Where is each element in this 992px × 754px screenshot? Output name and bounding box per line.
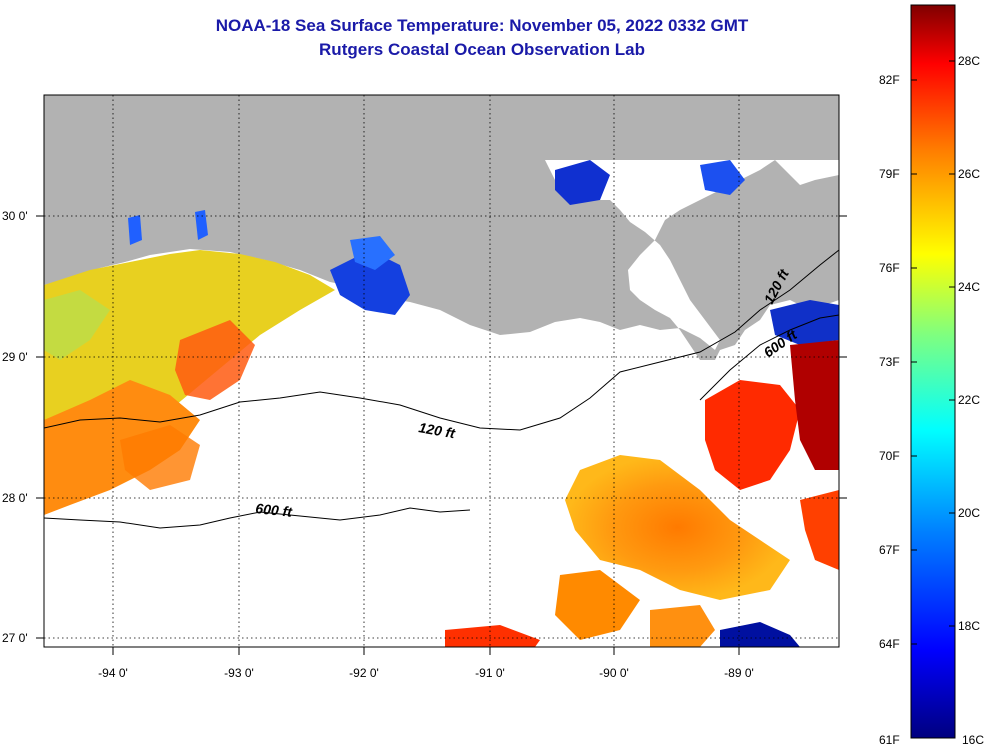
colorbar-celsius-label: 28C: [958, 54, 980, 68]
colorbar-celsius-label: 26C: [958, 167, 980, 181]
longitude-label: -91 0': [475, 666, 505, 680]
colorbar-celsius-label: 20C: [958, 506, 980, 520]
sst-cool-ne-1: [555, 160, 610, 205]
sst-south-red: [445, 625, 540, 647]
sst-west-red: [175, 320, 255, 400]
latitude-label: 27 0': [2, 631, 28, 645]
colorbar-fahrenheit-label: 76F: [879, 261, 900, 275]
colorbar: [910, 4, 956, 739]
latitude-label: 30 0': [2, 209, 28, 223]
longitude-label: -92 0': [349, 666, 379, 680]
isobath-120ft-line: [44, 249, 839, 431]
isobath-label: 600 ft: [255, 500, 294, 520]
map-frame: [43, 94, 840, 648]
sst-east-orange: [565, 455, 790, 600]
colorbar-celsius-label: 22C: [958, 393, 980, 407]
colorbar-fahrenheit-label: 64F: [879, 637, 900, 651]
map-plot-area: 120 ft 600 ft 120 ft 600 ft: [44, 95, 839, 647]
sst-cool-coast-1: [330, 250, 410, 315]
colorbar-fahrenheit-label: 67F: [879, 543, 900, 557]
sst-south-orange: [650, 605, 715, 647]
colorbar-fahrenheit-label: 70F: [879, 449, 900, 463]
axis-ticks: [36, 215, 847, 655]
map-subtitle: Rutgers Coastal Ocean Observation Lab: [319, 40, 645, 59]
colorbar-fahrenheit-label: 61F: [879, 733, 900, 747]
latitude-label: 28 0': [2, 491, 28, 505]
sst-west-shelf-green: [44, 290, 110, 360]
sst-cool-small-1: [195, 210, 208, 240]
colorbar-fahrenheit-label: 73F: [879, 355, 900, 369]
colorbar-ticks: [911, 60, 955, 645]
sst-east-red-2: [800, 490, 839, 570]
colorbar-celsius-label: 16C: [962, 733, 984, 747]
isobath-600ft-line: [44, 507, 471, 529]
sst-cool-east: [770, 300, 839, 345]
map-title: NOAA-18 Sea Surface Temperature: Novembe…: [215, 16, 749, 35]
sst-cool-ne-2: [700, 160, 745, 195]
sst-east-orange-2: [555, 570, 640, 640]
longitude-label: -90 0': [599, 666, 629, 680]
sst-east-darkred: [790, 340, 839, 470]
isobath-600ft-east-line: [699, 314, 839, 401]
graticule: [44, 95, 839, 647]
isobath-label: 120 ft: [417, 419, 457, 441]
sst-west-orange-2: [120, 425, 200, 490]
longitude-label: -93 0': [224, 666, 254, 680]
colorbar-fahrenheit-label: 82F: [879, 73, 900, 87]
longitude-label: -89 0': [724, 666, 754, 680]
sst-cool-se: [720, 622, 800, 647]
land-mass: [44, 95, 839, 360]
longitude-label: -94 0': [98, 666, 128, 680]
sst-cool-small-2: [128, 215, 142, 245]
colorbar-celsius-label: 18C: [958, 619, 980, 633]
sst-east-red: [705, 380, 800, 490]
colorbar-fahrenheit-label: 79F: [879, 167, 900, 181]
latitude-label: 29 0': [2, 350, 28, 364]
sst-cool-coast-2: [350, 236, 395, 270]
colorbar-celsius-label: 24C: [958, 280, 980, 294]
